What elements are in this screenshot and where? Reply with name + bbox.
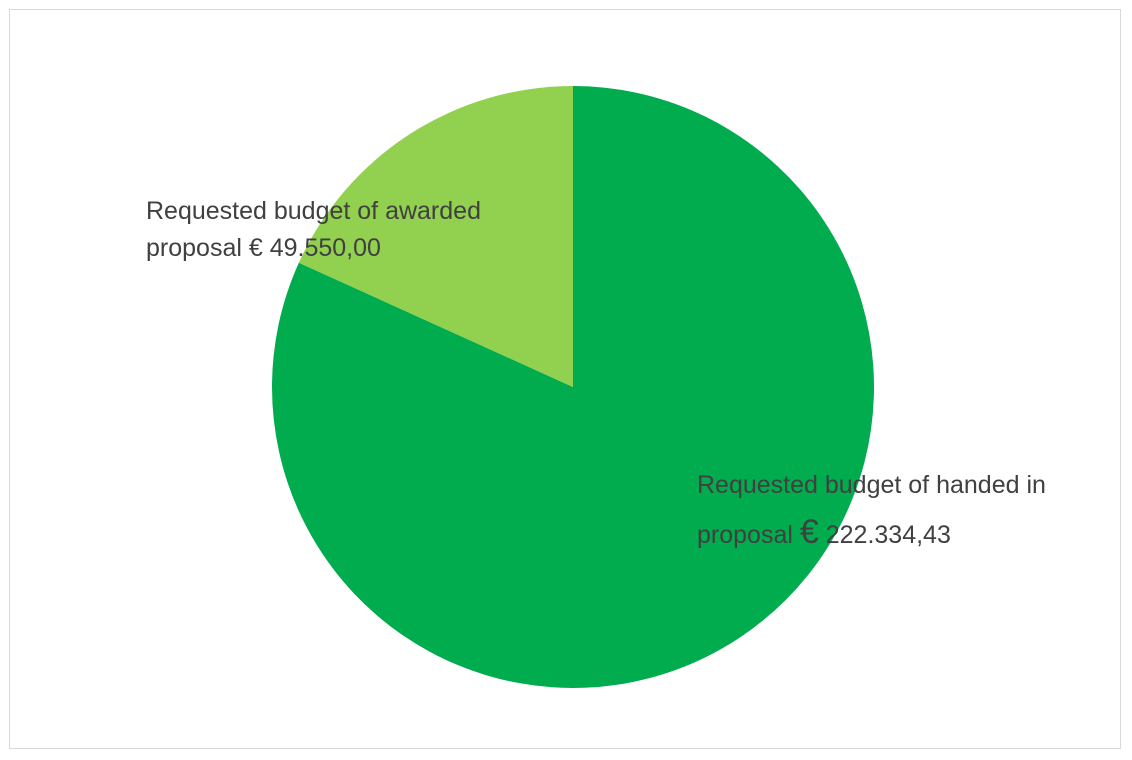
pie-labels: Requested budget of handed in proposal €… [146,197,1046,551]
slice-label-awarded-line2: proposal € 49.550,00 [146,234,381,262]
pie-slices [272,86,874,688]
slice-label-awarded-value: 49.550,00 [263,234,381,262]
euro-sign: € [249,234,263,262]
slice-label-awarded-prefix: proposal [146,234,249,262]
slice-label-awarded-line1: Requested budget of awarded [146,197,481,225]
slice-label-handed-in-line1: Requested budget of handed in [697,471,1046,499]
slice-label-handed-in-line2: proposal € 222.334,43 [697,513,951,551]
euro-sign: € [800,513,819,551]
pie-slice-1 [298,86,573,387]
slice-label-handed-in-value: 222.334,43 [819,521,951,549]
slice-label-handed-in-prefix: proposal [697,521,800,549]
